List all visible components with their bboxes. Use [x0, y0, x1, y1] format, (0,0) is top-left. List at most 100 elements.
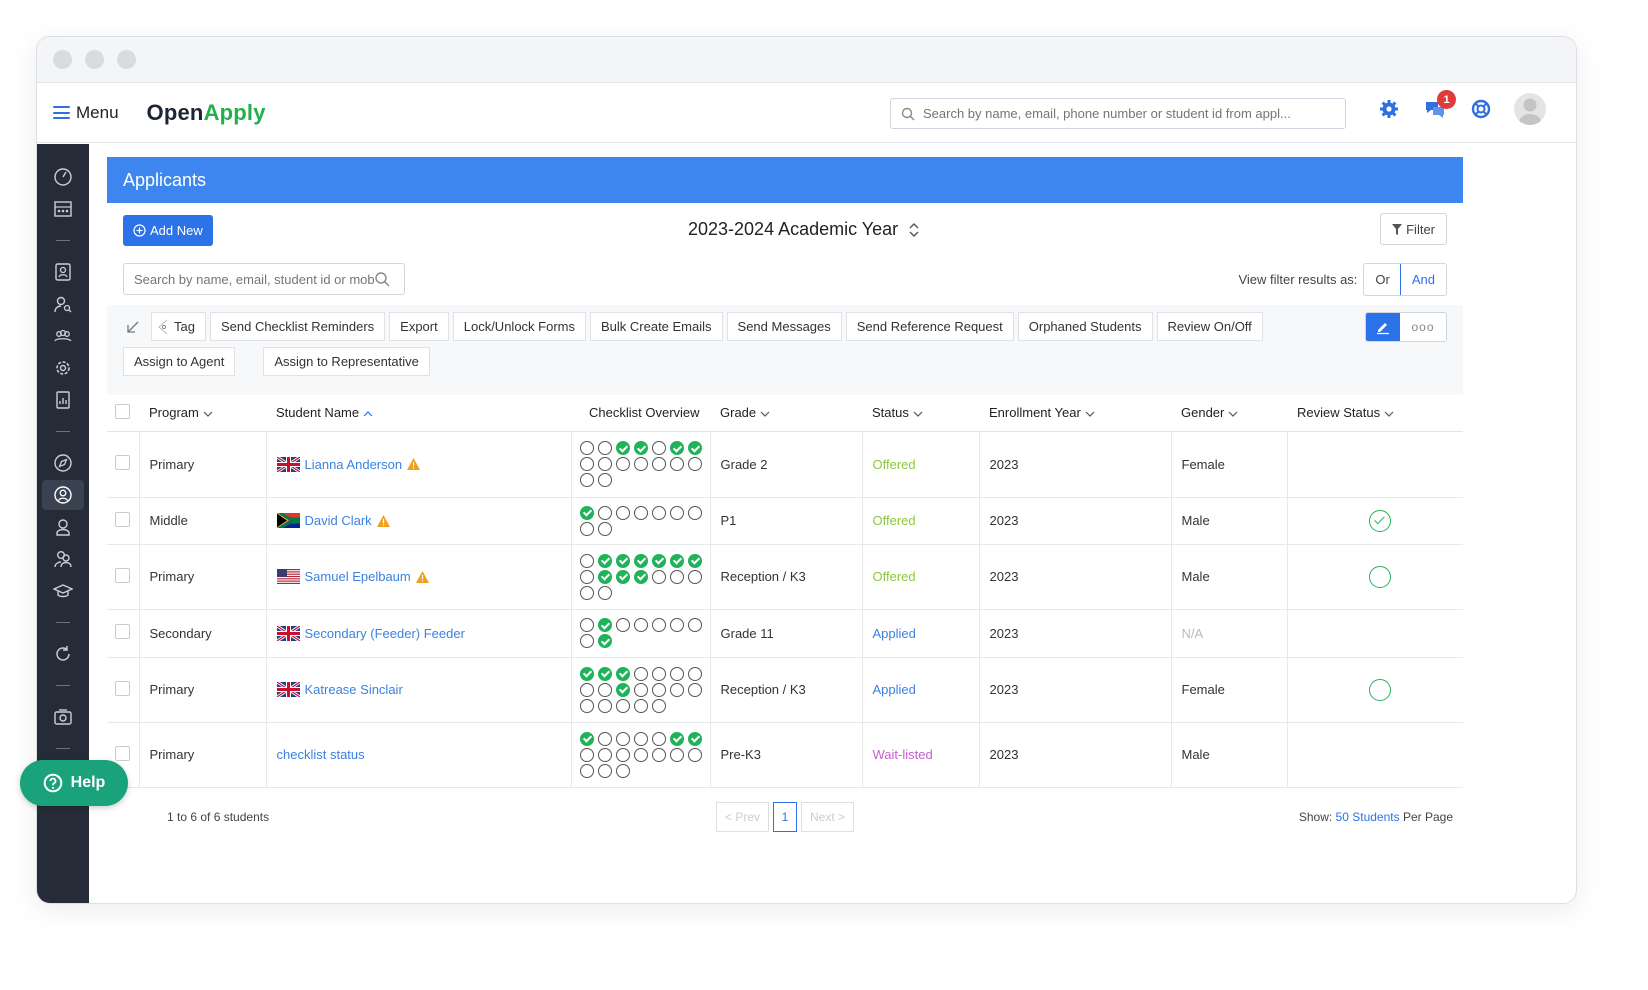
filter-button[interactable]: Filter: [1380, 213, 1447, 245]
checklist-pending-icon: [597, 585, 612, 600]
notifications-button[interactable]: 1: [1422, 90, 1456, 122]
review-on-off-button[interactable]: Review On/Off: [1156, 312, 1263, 341]
checklist-pending-icon: [597, 698, 612, 713]
grade-cell: P1: [709, 497, 862, 545]
notification-badge: 1: [1437, 90, 1456, 109]
sidebar-item-dashboard[interactable]: [42, 162, 84, 192]
support-button[interactable]: [1468, 96, 1494, 122]
filter-mode-and[interactable]: And: [1399, 264, 1447, 295]
student-name-link[interactable]: Lianna Anderson: [304, 456, 403, 472]
help-button[interactable]: Help: [20, 760, 128, 806]
window-minimize-dot[interactable]: [85, 50, 104, 69]
page-title: Applicants: [123, 169, 207, 190]
orphaned-students-button[interactable]: Orphaned Students: [1017, 312, 1153, 341]
enrollment-year-cell: 2023: [978, 722, 1171, 788]
checklist-done-icon: [615, 553, 630, 568]
window-maximize-dot[interactable]: [117, 50, 136, 69]
column-header-status[interactable]: Status: [862, 395, 979, 432]
column-header-gender[interactable]: Gender: [1171, 395, 1287, 432]
edit-columns-button[interactable]: [1366, 313, 1400, 341]
send-checklist-reminders-button[interactable]: Send Checklist Reminders: [209, 312, 386, 341]
review-open-icon[interactable]: [1369, 678, 1392, 701]
column-header-enrollment-year[interactable]: Enrollment Year: [979, 395, 1171, 432]
sidebar-item-user-search[interactable]: [42, 289, 84, 319]
sidebar-item-groups[interactable]: [42, 321, 84, 351]
applicant-search-input[interactable]: [134, 271, 374, 287]
more-options-button[interactable]: ooo: [1400, 313, 1446, 341]
send-messages-button[interactable]: Send Messages: [726, 312, 842, 341]
row-checkbox[interactable]: [115, 567, 130, 583]
student-name-link[interactable]: checklist status: [276, 747, 365, 762]
add-new-button[interactable]: Add New: [123, 215, 213, 246]
lock-unlock-forms-button[interactable]: Lock/Unlock Forms: [452, 312, 586, 341]
table-row[interactable]: Primary Katrease Sinclair Reception / K3 Ap…: [107, 657, 1463, 723]
send-reference-request-button[interactable]: Send Reference Request: [845, 312, 1014, 341]
checklist-pending-icon: [579, 585, 594, 600]
checklist-overview: [579, 728, 708, 782]
table-row[interactable]: Primary Lianna Anderson Grade 2 Offered 2023…: [107, 431, 1463, 498]
sidebar-item-parents[interactable]: [42, 544, 84, 574]
search-row: View filter results as: Or And: [107, 257, 1463, 305]
settings-button[interactable]: [1376, 96, 1402, 122]
row-checkbox[interactable]: [115, 680, 130, 696]
next-page-button[interactable]: Next >: [801, 802, 855, 832]
results-count: 1 to 6 of 6 students: [167, 810, 270, 824]
at-user-icon: [54, 486, 72, 504]
column-header-grade[interactable]: Grade: [710, 395, 862, 432]
assign-to-representative-button[interactable]: Assign to Representative: [263, 347, 430, 376]
column-header-student-name[interactable]: Student Name: [266, 395, 571, 432]
checklist-pending-icon: [669, 457, 684, 471]
row-checkbox[interactable]: [115, 511, 130, 527]
global-search-input[interactable]: [923, 106, 1323, 121]
per-page-link[interactable]: 50 Students: [1335, 810, 1400, 824]
page-number-button[interactable]: 1: [773, 802, 798, 832]
select-all-checkbox[interactable]: [115, 403, 130, 419]
sidebar-item-contacts[interactable]: [42, 257, 84, 287]
column-header-program[interactable]: Program: [139, 395, 266, 432]
export-button[interactable]: Export: [389, 312, 449, 341]
checklist-pending-icon: [669, 747, 684, 762]
bulk-create-emails-button[interactable]: Bulk Create Emails: [589, 312, 723, 341]
tag-button[interactable]: Tag: [151, 312, 206, 341]
student-name-link[interactable]: Katrease Sinclair: [304, 682, 403, 697]
window-close-dot[interactable]: [53, 50, 72, 69]
brand-text-open: Open: [146, 99, 204, 125]
sidebar-item-applicants[interactable]: [42, 480, 84, 510]
sidebar-item-settings[interactable]: [42, 353, 84, 383]
sidebar-item-alumni[interactable]: [42, 576, 84, 606]
student-name: Katrease Sinclair: [276, 682, 571, 697]
assign-to-agent-button[interactable]: Assign to Agent: [123, 347, 236, 376]
sidebar-item-board[interactable]: [42, 194, 84, 224]
table-row[interactable]: Secondary Secondary (Feeder) Feeder Grade …: [107, 609, 1463, 658]
window-titlebar: [37, 37, 1576, 83]
student-name-link[interactable]: David Clark: [304, 513, 372, 528]
global-search[interactable]: [890, 98, 1346, 129]
table-row[interactable]: Primary checklist status Pre-K3 Wait-listed…: [107, 722, 1463, 788]
sidebar-item-media[interactable]: [42, 702, 84, 732]
brand-logo[interactable]: OpenApply: [147, 100, 266, 126]
menu-button[interactable]: Menu: [53, 103, 119, 123]
row-checkbox[interactable]: [115, 455, 130, 470]
student-name-link[interactable]: Secondary (Feeder) Feeder: [304, 625, 465, 641]
filter-mode-or[interactable]: Or: [1375, 272, 1390, 287]
sidebar-item-refresh[interactable]: [42, 639, 84, 669]
sidebar-item-explore[interactable]: [42, 448, 84, 478]
gender-value: Male: [1181, 569, 1210, 584]
prev-page-button[interactable]: < Prev: [716, 802, 770, 832]
user-avatar[interactable]: [1514, 93, 1546, 125]
table-row[interactable]: Middle David Clark P1 Offered 2023 Male: [107, 497, 1463, 545]
sidebar-item-student[interactable]: [42, 512, 84, 542]
row-checkbox[interactable]: [115, 624, 130, 639]
review-checked-icon[interactable]: [1369, 509, 1392, 532]
people-icon: [54, 551, 72, 568]
checklist-pending-icon: [669, 569, 684, 584]
row-checkbox[interactable]: [115, 745, 130, 761]
column-header-review-status[interactable]: Review Status: [1287, 395, 1463, 432]
student-name-link[interactable]: Samuel Epelbaum: [304, 569, 411, 584]
academic-year-selector[interactable]: 2023-2024 Academic Year: [688, 219, 920, 240]
sidebar-item-reports[interactable]: [42, 385, 84, 415]
table-row[interactable]: Primary Samuel Epelbaum Reception / K3 Offe…: [107, 544, 1463, 610]
checklist-done-icon: [669, 441, 684, 455]
applicant-search[interactable]: [123, 263, 405, 295]
review-open-icon[interactable]: [1369, 565, 1392, 588]
